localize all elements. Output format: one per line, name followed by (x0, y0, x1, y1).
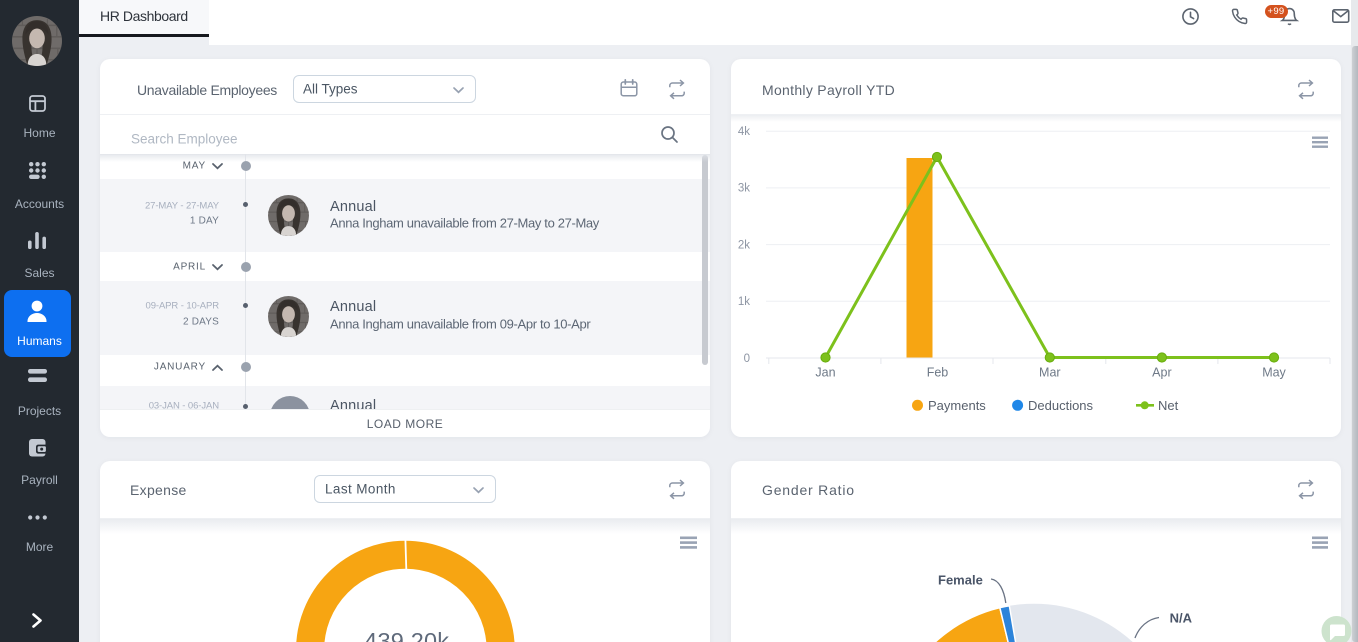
svg-text:Mar: Mar (1039, 366, 1061, 380)
svg-text:Payments: Payments (928, 398, 986, 413)
svg-text:Jan: Jan (815, 366, 835, 380)
svg-text:Net: Net (1158, 398, 1179, 413)
svg-text:3k: 3k (738, 183, 750, 195)
svg-text:0: 0 (744, 353, 750, 365)
svg-text:May: May (1262, 366, 1286, 380)
svg-text:2k: 2k (738, 239, 750, 251)
svg-text:Deductions: Deductions (1028, 398, 1094, 413)
svg-text:1k: 1k (738, 296, 750, 308)
svg-text:4k: 4k (738, 126, 750, 138)
svg-text:Apr: Apr (1152, 366, 1171, 380)
svg-text:Feb: Feb (927, 366, 949, 380)
